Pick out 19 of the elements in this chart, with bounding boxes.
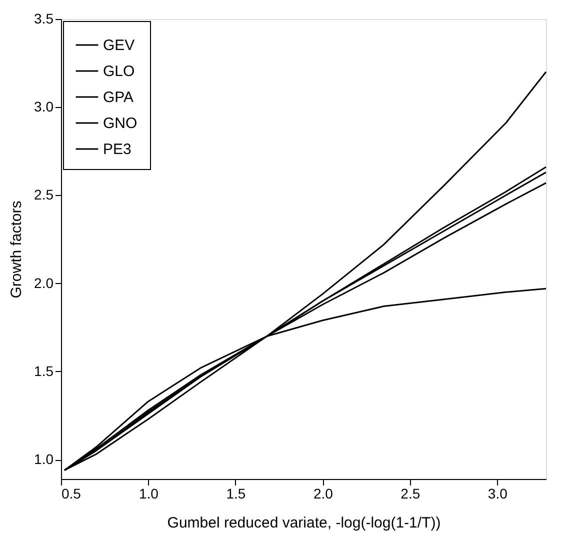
y-tick-label: 2.0: [34, 274, 54, 291]
legend-label: GLO: [103, 63, 135, 80]
y-tick-label: 3.5: [34, 10, 54, 26]
y-tick-label: 3.0: [34, 98, 54, 115]
y-axis-title: Growth factors: [8, 200, 26, 298]
legend-label: GNO: [103, 115, 138, 132]
x-axis-title: Gumbel reduced variate, -log(-log(1-1/T)): [167, 514, 441, 532]
legend-label: PE3: [103, 141, 132, 158]
x-tick-label: 0.5: [62, 486, 82, 502]
legend-label: GPA: [103, 89, 134, 106]
y-tick-label: 2.5: [34, 186, 54, 203]
x-tick-label: 2.0: [313, 486, 334, 502]
x-tick-label: 2.5: [400, 486, 420, 502]
y-tick-label: 1.0: [34, 451, 54, 468]
x-tick-label: 3.0: [488, 486, 508, 502]
x-tick-label: 1.5: [226, 486, 246, 502]
x-tick-label: 1.0: [138, 486, 159, 502]
legend-label: GEV: [103, 37, 135, 54]
y-tick-label: 1.5: [34, 362, 54, 379]
